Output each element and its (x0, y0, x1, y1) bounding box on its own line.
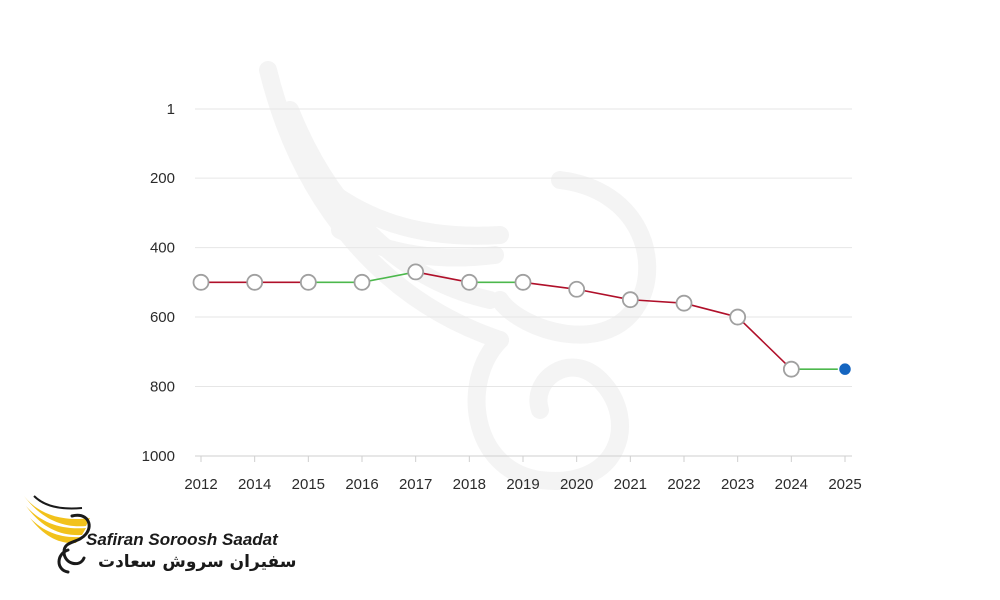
x-tick-label: 2021 (614, 476, 647, 493)
x-tick-label: 2012 (184, 476, 217, 493)
series-segment (630, 298, 685, 304)
series-points (192, 263, 853, 378)
logo-name-fa: سفیران سروش سعادت (98, 552, 297, 572)
brand-logo: Safiran Soroosh Saadat سفیران سروش سعادت (20, 492, 300, 582)
data-point (729, 308, 747, 326)
x-tick-label: 2018 (453, 476, 486, 493)
x-axis (195, 455, 852, 462)
x-tick-label: 2022 (667, 476, 700, 493)
bird-wing-watermark-icon (259, 61, 657, 490)
x-tick-label: 2023 (721, 476, 754, 493)
bird-wing-logo-icon (24, 495, 91, 574)
series-segment (683, 302, 738, 318)
data-point (299, 273, 317, 291)
data-point (782, 360, 800, 378)
data-point (353, 273, 371, 291)
y-tick-label: 400 (150, 240, 175, 257)
x-tick-label: 2020 (560, 476, 593, 493)
data-point (246, 273, 264, 291)
data-point (514, 273, 532, 291)
y-tick-label: 1 (167, 101, 175, 118)
x-tick-label: 2015 (292, 476, 325, 493)
y-tick-label: 1000 (142, 448, 175, 465)
data-point (675, 294, 693, 312)
data-point (192, 273, 210, 291)
series-segment (415, 271, 470, 284)
x-tick-label: 2025 (828, 476, 861, 493)
series-line (201, 271, 845, 370)
y-tick-label: 600 (150, 309, 175, 326)
data-point (460, 273, 478, 291)
current-data-point (837, 361, 853, 377)
x-tick-label: 2016 (345, 476, 378, 493)
x-tick-label: 2017 (399, 476, 432, 493)
y-tick-label: 200 (150, 170, 175, 187)
x-tick-labels: 2012 2014 2015 2016 2017 2018 2019 2020 2021 2022… (184, 476, 861, 493)
data-point (621, 291, 639, 309)
series-segment (737, 316, 792, 370)
y-tick-label: 800 (150, 379, 175, 396)
x-tick-label: 2019 (506, 476, 539, 493)
series-segment (522, 281, 577, 291)
series-segment (576, 288, 631, 301)
data-point (568, 280, 586, 298)
series-segment (361, 271, 416, 284)
logo-name-en: Safiran Soroosh Saadat (86, 530, 278, 549)
x-tick-label: 2014 (238, 476, 271, 493)
y-tick-labels: 1 200 400 600 800 1000 (142, 101, 175, 465)
data-point (407, 263, 425, 281)
x-tick-label: 2024 (775, 476, 808, 493)
